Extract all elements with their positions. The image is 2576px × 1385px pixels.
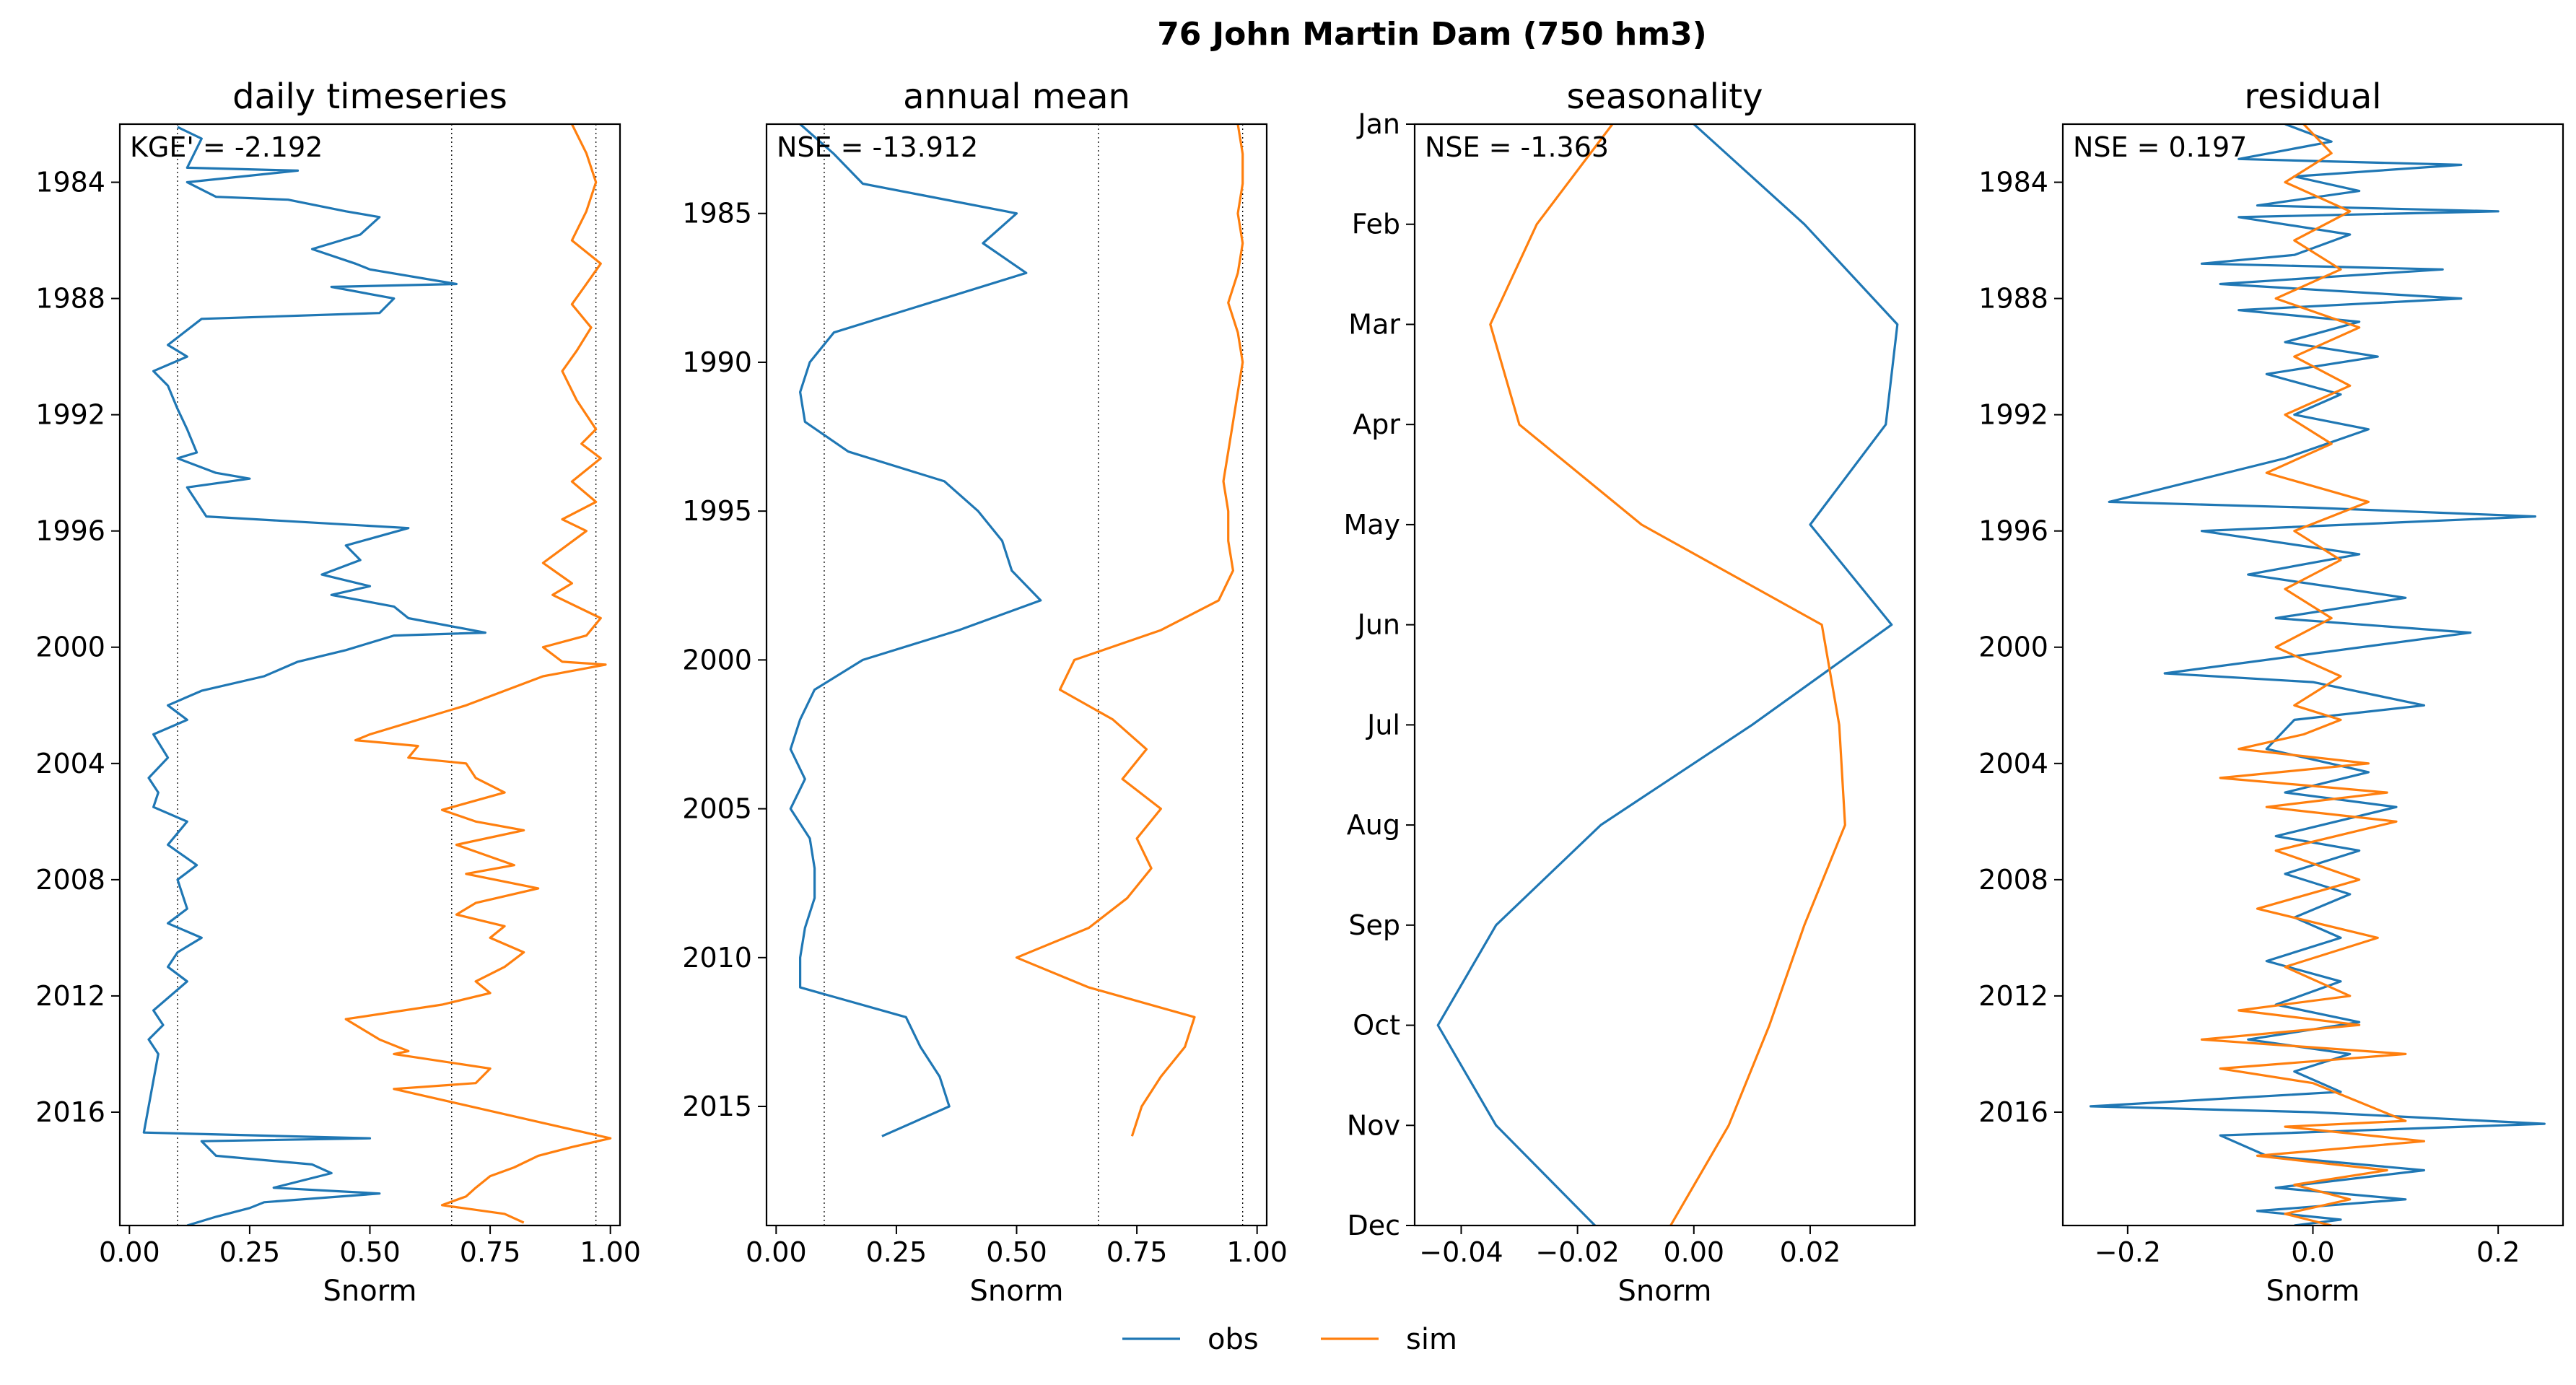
y-tick-label: 2005 (682, 793, 752, 825)
y-tick-label: 2010 (682, 942, 752, 974)
y-tick-label: 2012 (1978, 980, 2048, 1012)
x-tick-label: 1.00 (1226, 1236, 1288, 1268)
x-tick-label: 0.02 (1780, 1236, 1841, 1268)
x-tick-label: 0.00 (99, 1236, 160, 1268)
plot-frame (765, 123, 1268, 1227)
x-axis-label: Snorm (323, 1275, 417, 1308)
y-tick-label: 1988 (35, 283, 105, 315)
metric-annotation: NSE = -13.912 (777, 131, 978, 163)
series-line-sim (1489, 124, 1846, 1225)
y-tick-label: 1984 (35, 167, 105, 198)
series-line-obs (2089, 124, 2546, 1225)
series-line-sim (1015, 124, 1244, 1137)
y-tick-label: 2004 (1978, 748, 2048, 779)
y-tick-label: 2008 (35, 864, 105, 896)
y-tick-label: Aug (1347, 809, 1400, 841)
x-tick-label: 0.25 (866, 1236, 927, 1268)
y-tick-label: 2016 (1978, 1096, 2048, 1128)
panel-4: residual −0.2 0.0 0.2 1984 1988 1992 1996 2000 20… (1978, 77, 2564, 1308)
metric-annotation: KGE' = -2.192 (130, 131, 323, 163)
x-tick-label: −0.04 (1419, 1236, 1503, 1268)
y-tick-label: 2000 (1978, 632, 2048, 663)
metric-annotation: NSE = -1.363 (1425, 131, 1609, 163)
y-tick-label: 2015 (682, 1091, 752, 1122)
x-tick-label: −0.2 (2095, 1236, 2161, 1268)
y-tick-label: 1988 (1978, 283, 2048, 315)
x-tick-label: 1.00 (580, 1236, 641, 1268)
series-line-obs (1436, 124, 1899, 1225)
y-tick-label: 2000 (35, 632, 105, 663)
x-tick-label: 0.50 (986, 1236, 1047, 1268)
x-axis-label: Snorm (1618, 1275, 1712, 1308)
legend: obs sim (1122, 1323, 1457, 1356)
y-tick-label: 1996 (35, 515, 105, 547)
panel-3: seasonality −0.04 −0.02 0.00 0.02 Jan Feb Mar Ap… (1343, 77, 1916, 1308)
panel-title: annual mean (903, 77, 1130, 117)
y-tick-label: 2016 (35, 1096, 105, 1128)
x-tick-label: 0.50 (339, 1236, 401, 1268)
y-tick-label: Jul (1366, 709, 1400, 740)
series-line-obs (142, 126, 487, 1225)
panel-title: daily timeseries (232, 77, 507, 117)
legend-label: sim (1406, 1323, 1457, 1356)
y-tick-label: Apr (1353, 408, 1400, 440)
y-tick-label: Dec (1347, 1210, 1400, 1241)
y-tick-label: May (1343, 509, 1400, 541)
y-tick-label: Nov (1347, 1109, 1400, 1141)
y-tick-label: 2012 (35, 980, 105, 1012)
x-tick-label: −0.02 (1535, 1236, 1619, 1268)
x-axis-label: Snorm (2266, 1275, 2360, 1308)
figure-suptitle: 76 John Martin Dam (750 hm3) (1157, 16, 1707, 53)
y-tick-label: Feb (1352, 209, 1400, 240)
y-tick-label: Jan (1356, 108, 1400, 140)
panel-2: annual mean 0.00 0.25 0.50 0.75 1.00 1985 1990 1… (682, 77, 1288, 1308)
y-tick-label: 2000 (682, 644, 752, 676)
y-tick-label: 1990 (682, 346, 752, 378)
y-tick-label: 1995 (682, 495, 752, 527)
y-tick-label: Sep (1348, 909, 1400, 941)
panel-1: daily timeseries 0.00 0.25 0.50 0.75 1.00 1984… (35, 77, 641, 1308)
y-tick-label: 1992 (1978, 399, 2048, 431)
x-tick-label: 0.00 (746, 1236, 807, 1268)
chart-panels: daily timeseries 0.00 0.25 0.50 0.75 1.00 1984… (35, 77, 2564, 1308)
y-tick-label: 2004 (35, 748, 105, 779)
panel-title: residual (2244, 77, 2381, 117)
x-tick-label: 0.75 (1106, 1236, 1168, 1268)
series-line-obs (789, 124, 1042, 1137)
x-tick-label: 0.00 (1663, 1236, 1724, 1268)
y-tick-label: 2008 (1978, 864, 2048, 896)
y-tick-label: 1985 (682, 198, 752, 230)
x-tick-label: 0.75 (460, 1236, 521, 1268)
y-tick-label: Mar (1348, 308, 1400, 340)
metric-annotation: NSE = 0.197 (2073, 131, 2247, 163)
y-tick-label: 1992 (35, 399, 105, 431)
x-tick-label: 0.0 (2291, 1236, 2334, 1268)
y-tick-label: 1984 (1978, 167, 2048, 198)
y-tick-label: Oct (1353, 1010, 1400, 1041)
panel-title: seasonality (1566, 77, 1763, 117)
legend-label: obs (1208, 1323, 1259, 1356)
y-tick-label: Jun (1356, 609, 1400, 641)
plot-frame (1413, 123, 1916, 1227)
x-tick-label: 0.2 (2476, 1236, 2520, 1268)
series-line-sim (344, 124, 612, 1224)
x-tick-label: 0.25 (219, 1236, 281, 1268)
series-line-sim (2200, 124, 2426, 1225)
y-tick-label: 1996 (1978, 515, 2048, 547)
x-axis-label: Snorm (970, 1275, 1064, 1308)
